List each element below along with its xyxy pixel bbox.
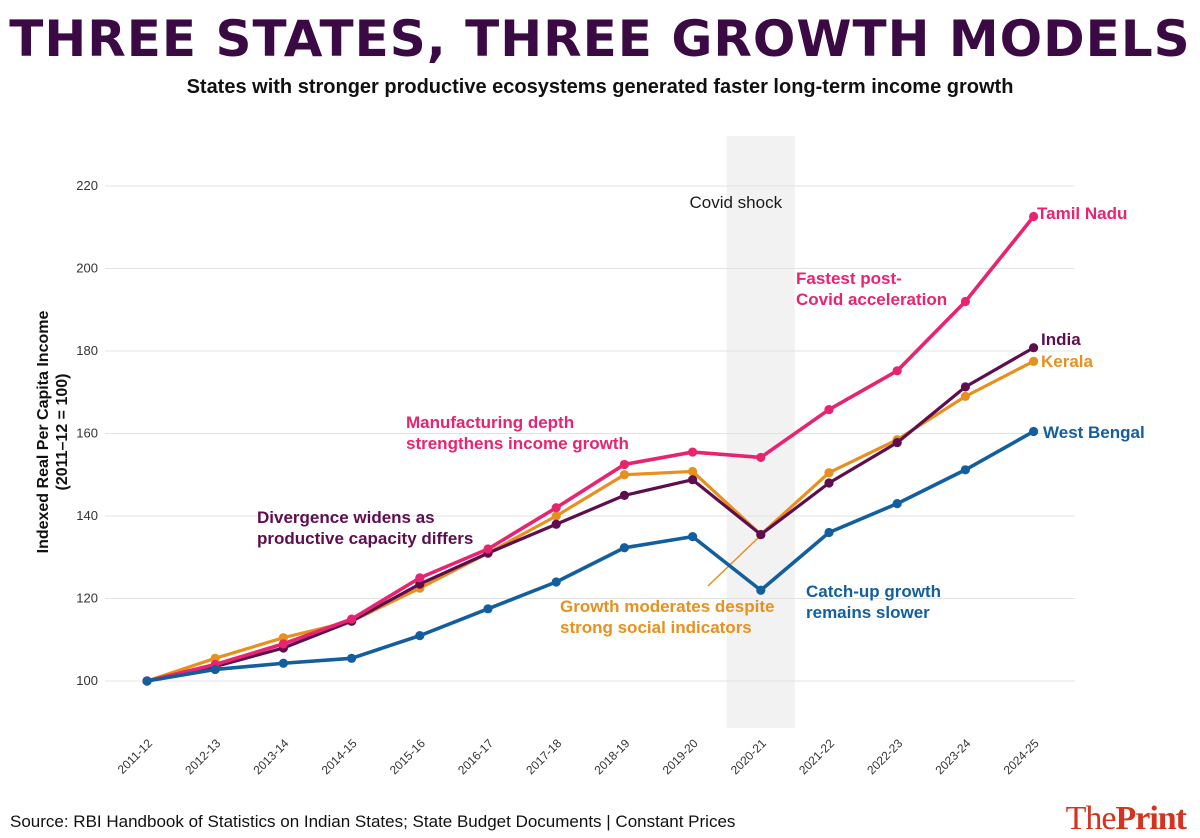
- annotation-1-line-1: Fastest post-: [796, 269, 902, 288]
- data-point-tamil-nadu-2014-15: [347, 614, 357, 624]
- y-axis-label-line2: (2011–12 = 100): [54, 374, 71, 491]
- annotation-3-line-2: productive capacity differs: [257, 529, 473, 548]
- series-label-tamil-nadu: Tamil Nadu: [1037, 204, 1127, 223]
- annotation-2-line-1: Manufacturing depth: [406, 413, 574, 432]
- brand-logo-part2: Print: [1115, 800, 1187, 837]
- data-point-tamil-nadu-2023-24: [960, 296, 971, 307]
- data-point-west-bengal-2020-21: [756, 585, 766, 595]
- data-point-tamil-nadu-2021-22: [824, 404, 834, 415]
- y-tick-label-180: 180: [76, 343, 98, 358]
- x-tick-label-2024-25: 2024-25: [1001, 736, 1042, 777]
- x-tick-label-2016-17: 2016-17: [455, 736, 496, 777]
- y-tick-label-220: 220: [76, 178, 98, 193]
- data-point-tamil-nadu-2024-25: [1029, 211, 1039, 222]
- chart-subtitle: States with stronger productive ecosyste…: [186, 76, 1014, 98]
- data-point-tamil-nadu-2020-21: [756, 452, 766, 463]
- y-tick-label-100: 100: [76, 673, 98, 688]
- data-point-tamil-nadu-2018-19: [619, 459, 630, 470]
- x-tick-label-2021-22: 2021-22: [796, 736, 837, 777]
- data-point-west-bengal-2022-23: [892, 499, 902, 509]
- data-point-west-bengal-2017-18: [551, 577, 561, 587]
- data-point-west-bengal-2014-15: [347, 653, 357, 663]
- data-point-india-2017-18: [551, 519, 561, 529]
- data-point-west-bengal-2021-22: [824, 527, 834, 538]
- data-point-india-2018-19: [619, 490, 630, 500]
- data-point-west-bengal-2013-14: [278, 658, 288, 668]
- x-tick-label-2012-13: 2012-13: [182, 736, 223, 777]
- data-point-west-bengal-2012-13: [210, 664, 220, 675]
- annotation-5-line-1: Catch-up growth: [806, 582, 941, 601]
- data-point-west-bengal-2024-25: [1029, 426, 1039, 437]
- y-axis-label-line1: Indexed Real Per Capita Income: [35, 311, 52, 554]
- data-point-kerala-2019-20: [688, 466, 698, 477]
- x-tick-label-2023-24: 2023-24: [932, 736, 973, 777]
- x-tick-label-2011-12: 2011-12: [115, 736, 156, 777]
- x-tick-label-2019-20: 2019-20: [660, 736, 701, 777]
- x-tick-label-2022-23: 2022-23: [864, 736, 905, 777]
- x-tick-label-2020-21: 2020-21: [728, 736, 769, 777]
- chart-title: THREE STATES, THREE GROWTH MODELS: [9, 10, 1191, 68]
- data-point-india-2022-23: [892, 437, 902, 448]
- y-tick-label-160: 160: [76, 426, 98, 441]
- data-point-west-bengal-2015-16: [415, 631, 425, 641]
- series-line-india: [145, 346, 1036, 683]
- x-tick-label-2018-19: 2018-19: [591, 736, 632, 777]
- x-tick-label-2014-15: 2014-15: [319, 736, 360, 777]
- annotation-2-line-2: strengthens income growth: [406, 434, 629, 453]
- series-line-west-bengal: [145, 429, 1036, 683]
- data-point-india-2021-22: [824, 478, 834, 488]
- line-chart: Covid shock 100 120 140 160 180 200 220 2011-12 2…: [35, 136, 1145, 777]
- data-point-west-bengal-2023-24: [960, 465, 971, 475]
- data-point-india-2023-24: [960, 382, 971, 392]
- series-line-tamil-nadu: [145, 214, 1036, 683]
- data-point-kerala-2023-24: [960, 391, 971, 401]
- data-point-kerala-2018-19: [619, 470, 630, 480]
- data-point-tamil-nadu-2015-16: [415, 573, 425, 583]
- annotation-5-line-2: remains slower: [806, 603, 930, 622]
- x-tick-label-2013-14: 2013-14: [250, 736, 291, 777]
- data-point-west-bengal-2011-12: [142, 676, 152, 686]
- data-point-tamil-nadu-2019-20: [688, 447, 698, 457]
- data-point-kerala-2021-22: [824, 468, 834, 478]
- x-tick-label-2017-18: 2017-18: [523, 736, 564, 777]
- data-point-tamil-nadu-2016-17: [483, 544, 493, 554]
- y-tick-label-140: 140: [76, 508, 98, 523]
- covid-shock-band: [726, 136, 795, 728]
- series-line-kerala: [145, 359, 1036, 683]
- x-tick-label-2015-16: 2015-16: [387, 736, 428, 777]
- brand-logo: ThePrint: [1065, 800, 1187, 838]
- data-point-kerala-2024-25: [1029, 356, 1039, 366]
- y-tick-label-120: 120: [76, 591, 98, 606]
- data-point-west-bengal-2016-17: [483, 604, 493, 614]
- data-point-west-bengal-2019-20: [688, 532, 698, 542]
- series-label-west-bengal: West Bengal: [1043, 423, 1145, 442]
- annotation-4-line-2: strong social indicators: [560, 618, 752, 637]
- source-note: Source: RBI Handbook of Statistics on In…: [10, 812, 736, 831]
- annotation-4-line-1: Growth moderates despite: [560, 597, 774, 616]
- data-point-west-bengal-2018-19: [619, 543, 630, 553]
- annotation-leader-line: [707, 535, 761, 587]
- data-point-tamil-nadu-2022-23: [892, 366, 902, 376]
- annotation-3-line-1: Divergence widens as: [257, 508, 435, 527]
- data-point-india-2020-21: [756, 529, 766, 540]
- brand-logo-part1: The: [1065, 800, 1117, 837]
- data-point-india-2024-25: [1029, 343, 1039, 353]
- data-point-kerala-2017-18: [551, 511, 561, 521]
- series-label-kerala: Kerala: [1041, 352, 1094, 371]
- data-point-tamil-nadu-2013-14: [278, 639, 288, 649]
- annotation-1-line-2: Covid acceleration: [796, 290, 947, 309]
- y-tick-label-200: 200: [76, 261, 98, 276]
- covid-shock-label: Covid shock: [689, 193, 782, 212]
- data-point-india-2019-20: [688, 475, 698, 485]
- data-point-tamil-nadu-2017-18: [551, 503, 561, 513]
- series-label-india: India: [1041, 330, 1081, 349]
